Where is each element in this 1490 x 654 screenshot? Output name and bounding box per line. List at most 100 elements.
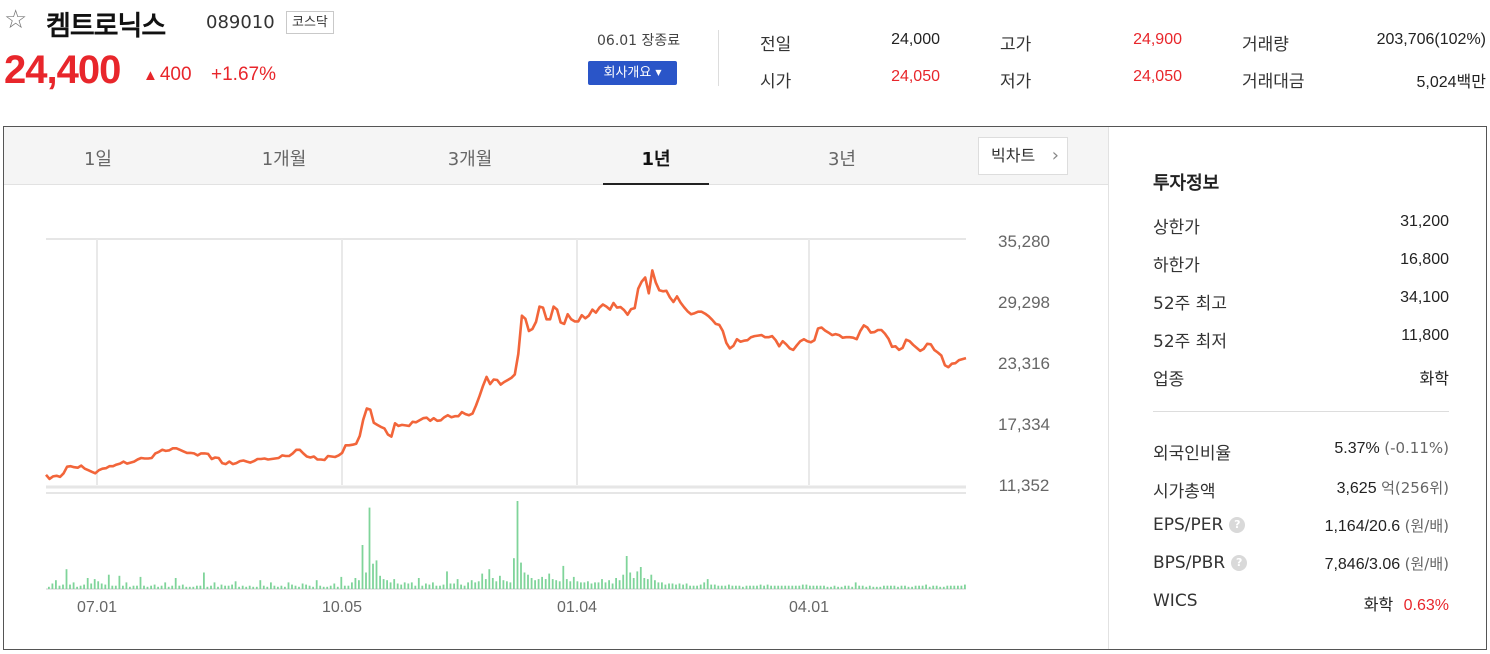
volume-bar (703, 582, 706, 589)
big-chart-button[interactable]: 빅차트 › (978, 137, 1068, 175)
volume-bar (794, 585, 797, 589)
tab-1day[interactable]: 1일 (83, 149, 112, 170)
quote-value-open: 24,050 (891, 68, 940, 85)
price-line (45, 269, 967, 481)
volume-bar (548, 573, 551, 589)
volume-bar (932, 585, 935, 589)
volume-bar (886, 585, 889, 589)
info-value: 7,846/3.06 (원/배) (1324, 555, 1449, 573)
volume-bar (104, 584, 107, 589)
volume-bar (90, 583, 93, 589)
volume-bar (308, 585, 311, 589)
volume-bar (925, 584, 927, 589)
volume-bar (210, 585, 212, 589)
info-value: 31,200 (1400, 213, 1449, 230)
info-label: 하한가 (1153, 256, 1200, 276)
volume-bar (365, 572, 367, 589)
volume-bar (284, 586, 286, 589)
y-tick-label: 35,280 (998, 232, 1050, 251)
volume-bar (252, 586, 255, 589)
volume-bar (900, 585, 903, 589)
volume-bar (196, 585, 198, 589)
volume-bar (759, 584, 762, 589)
volume-bar (639, 567, 642, 589)
volume-bar (766, 584, 769, 589)
quote-label-volume: 거래량 (1242, 35, 1289, 55)
big-chart-label: 빅차트 (991, 146, 1036, 165)
info-value: 화학 0.63% (1363, 597, 1449, 614)
period-tabs: 1일 1개월 3개월 1년 3년 빅차트 › (4, 127, 1108, 185)
volume-bar (48, 586, 50, 589)
volume-bar (520, 562, 522, 589)
volume-bar (541, 576, 543, 589)
volume-bar (816, 585, 818, 589)
volume-bar (428, 584, 431, 589)
volume-bar (830, 586, 832, 589)
volume-bar (851, 586, 854, 589)
info-row-industry: 업종 화학 (1153, 365, 1449, 391)
volume-bar (949, 585, 952, 589)
volume-bar (844, 585, 846, 589)
quote-label-trade-amount: 거래대금 (1242, 72, 1305, 92)
favorite-star-icon[interactable]: ☆ (4, 5, 28, 35)
company-overview-label: 회사개요 (603, 65, 652, 81)
volume-bar (347, 585, 350, 589)
help-icon[interactable]: ? (1229, 517, 1246, 533)
volume-bar (756, 585, 758, 589)
volume-bar (632, 578, 635, 589)
volume-bar (654, 580, 656, 589)
volume-bar (791, 585, 794, 589)
volume-bar (728, 584, 730, 589)
volume-bar (305, 584, 307, 589)
volume-bar (421, 585, 424, 589)
info-row-eps-per: EPS/PER? 1,164/20.6 (원/배) (1153, 515, 1449, 541)
volume-bar (326, 586, 329, 589)
info-value: 11,800 (1401, 327, 1449, 344)
volume-bar (534, 580, 536, 589)
volume-bar (414, 585, 417, 589)
volume-bar (287, 582, 290, 589)
volume-bar (692, 585, 695, 589)
volume-bar (661, 582, 663, 589)
volume-bar (918, 585, 920, 589)
volume-bar (206, 586, 209, 589)
volume-bar (382, 579, 385, 589)
volume-bar (238, 586, 240, 589)
tab-3month[interactable]: 3개월 (447, 149, 493, 170)
volume-bar (51, 583, 54, 589)
tab-3year[interactable]: 3년 (827, 149, 856, 170)
volume-bar (393, 579, 396, 589)
stock-name: 켐트로닉스 (46, 11, 166, 42)
price-chart[interactable]: 07.01 10.05 01.04 04.01 35,280 29,298 23,316 17… (4, 185, 1104, 647)
volume-bar (129, 586, 131, 589)
volume-bar (646, 579, 649, 589)
volume-bar (745, 585, 748, 589)
volume-bar (636, 571, 639, 589)
divider (1153, 411, 1449, 412)
volume-bar (453, 583, 455, 589)
volume-bar (442, 584, 445, 589)
quote-label-low: 저가 (1000, 72, 1032, 92)
volume-bar (784, 585, 787, 589)
volume-bar (143, 585, 145, 589)
volume-bar (185, 586, 188, 589)
volume-bar (174, 578, 177, 589)
price-change: ▲ 400 (143, 64, 192, 86)
volume-bar (749, 585, 751, 589)
company-overview-button[interactable]: 회사개요 ▼ (588, 61, 677, 85)
volume-bar (153, 584, 156, 589)
info-value: 16,800 (1400, 251, 1449, 268)
tab-1year[interactable]: 1년 (641, 149, 671, 170)
volume-bar (93, 579, 96, 589)
tab-1month[interactable]: 1개월 (261, 149, 307, 170)
info-row-wics: WICS 화학 0.63% (1153, 591, 1449, 617)
volume-bar (192, 586, 195, 589)
volume-bar (798, 585, 801, 589)
volume-bar (79, 585, 82, 589)
volume-bar (724, 585, 727, 589)
volume-bar (833, 585, 836, 589)
help-icon[interactable]: ? (1231, 555, 1248, 571)
volume-bar (97, 581, 100, 589)
volume-bar (312, 586, 314, 589)
volume-bar (594, 582, 596, 589)
